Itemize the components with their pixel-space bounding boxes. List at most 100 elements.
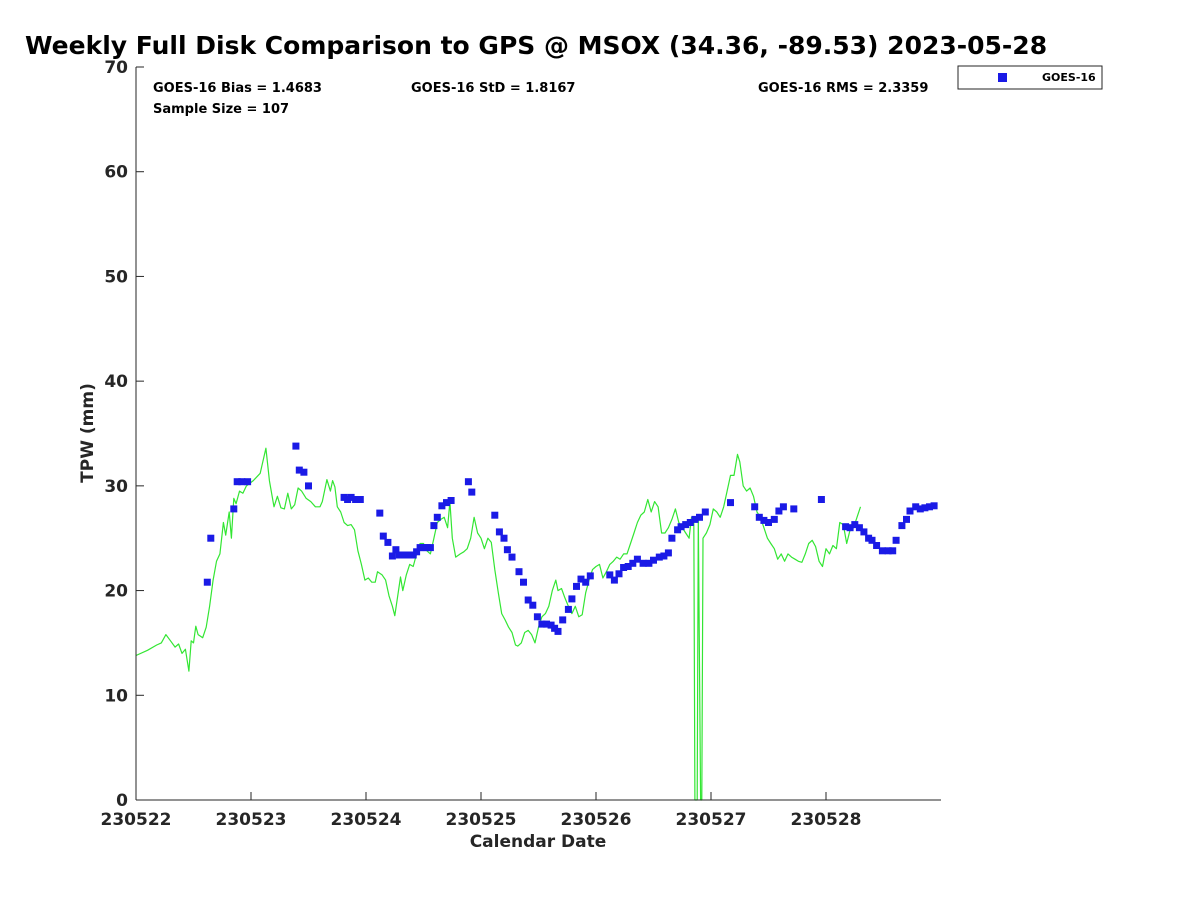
goes-data-point (842, 523, 850, 531)
goes-data-point (620, 564, 628, 571)
goes-data-point (770, 515, 778, 523)
goes-data-point (921, 504, 929, 512)
goes-data-point (515, 568, 523, 576)
goes-data-point (491, 511, 499, 519)
goes-data-point (606, 571, 614, 579)
goes-data-point (376, 509, 384, 517)
gps-line (135, 447, 862, 801)
x-axis-label: Calendar Date (470, 832, 607, 852)
goes-data-point (898, 522, 906, 530)
legend-marker (998, 73, 1007, 82)
goes-data-point (633, 555, 641, 563)
goes-data-point (238, 478, 246, 486)
goes-data-point (775, 507, 783, 515)
goes-data-point (868, 536, 876, 544)
goes-data-point (586, 572, 594, 580)
goes-data-point (568, 595, 576, 603)
goes-data-point (846, 524, 854, 532)
bias-stat: GOES-16 Bias = 1.4683 (153, 81, 322, 96)
y-tick-label: 0 (116, 791, 128, 811)
goes-data-point (392, 546, 400, 554)
goes-data-point (906, 507, 914, 515)
goes-data-point (817, 496, 825, 503)
chart-title: Weekly Full Disk Comparison to GPS @ MSO… (25, 31, 1047, 60)
goes-data-point (352, 496, 360, 503)
goes-data-point (520, 578, 527, 586)
goes-data-point (230, 505, 238, 513)
goes-data-point (727, 499, 734, 507)
plot-area (135, 442, 938, 801)
y-tick-label: 40 (104, 372, 128, 392)
goes-data-point (889, 547, 897, 555)
goes-data-point (244, 478, 252, 486)
goes-data-point (533, 613, 541, 621)
goes-data-point (926, 503, 933, 511)
goes-data-point (873, 542, 881, 549)
goes-data-point (500, 534, 508, 542)
x-tick-label: 230524 (331, 810, 402, 830)
goes-data-point (660, 552, 668, 560)
goes-data-point (384, 538, 392, 546)
goes-data-point (930, 502, 938, 510)
goes-data-point (751, 503, 759, 511)
goes-data-point (564, 605, 572, 613)
goes-data-point (650, 556, 657, 564)
goes-data-point (691, 515, 699, 523)
goes-data-point (413, 548, 421, 556)
goes-data-point (860, 528, 868, 536)
y-tick-label: 30 (104, 477, 128, 497)
goes-data-point (529, 601, 537, 609)
y-tick-label: 20 (104, 582, 128, 602)
goes-data-point (508, 553, 516, 561)
goes-data-point (610, 576, 618, 584)
goes-data-point (779, 503, 787, 511)
goes-data-point (903, 515, 910, 523)
x-tick-label: 230526 (561, 810, 632, 830)
x-tick-label: 230528 (791, 810, 862, 830)
y-tick-label: 70 (104, 58, 128, 78)
goes-data-point (347, 493, 355, 501)
goes-data-point (543, 620, 550, 628)
goes-data-point (790, 505, 798, 513)
goes-data-point (559, 616, 567, 624)
goes-data-point (615, 570, 623, 578)
goes-data-point (538, 620, 546, 628)
goes-data-point (233, 478, 241, 486)
goes-data-point (300, 468, 308, 476)
goes-data-point (524, 596, 532, 604)
goes-data-point (696, 513, 703, 521)
goes-data-point (682, 521, 690, 529)
goes-data-point (573, 582, 580, 590)
goes-data-point (701, 508, 709, 516)
y-axis-ticks: 0 10 20 30 40 50 60 70 (104, 58, 144, 811)
x-tick-label: 230523 (216, 810, 287, 830)
goes-data-point (554, 627, 562, 635)
goes-data-point (468, 488, 476, 496)
goes-data-point (295, 466, 303, 474)
goes-data-point (624, 563, 632, 570)
goes-data-point (686, 519, 694, 526)
x-tick-label: 230525 (446, 810, 517, 830)
goes-data-point (292, 442, 300, 450)
legend: GOES-16 (957, 65, 1103, 90)
goes-data-point (388, 552, 396, 560)
goes-data-point (207, 534, 215, 542)
goes-data-point (668, 534, 676, 542)
legend-label: GOES-16 (1042, 71, 1096, 84)
goes-data-point (760, 516, 768, 524)
sample-size-stat: Sample Size = 107 (153, 102, 289, 117)
std-stat: GOES-16 StD = 1.8167 (411, 81, 575, 96)
goes-data-point (305, 482, 312, 490)
gps-series-layer (135, 447, 862, 801)
goes-data-point (426, 544, 434, 552)
goes-data-point (645, 559, 653, 567)
y-tick-label: 60 (104, 163, 128, 183)
goes-series-layer (203, 442, 938, 635)
legend-box (957, 65, 1103, 90)
goes-data-point (677, 523, 685, 531)
goes-data-point (878, 547, 886, 555)
x-tick-label: 230522 (101, 810, 172, 830)
goes-data-point (495, 528, 503, 536)
goes-data-point (755, 513, 763, 521)
